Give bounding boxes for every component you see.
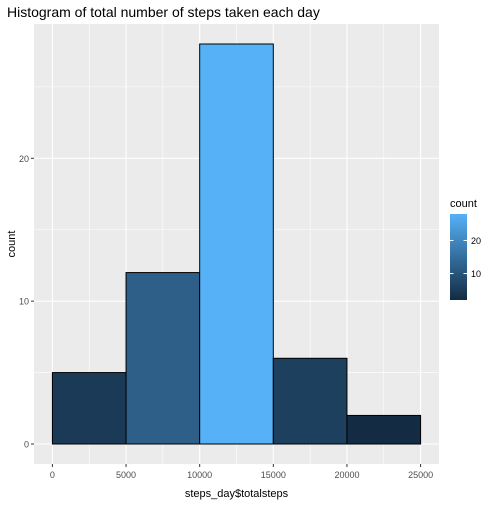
legend-colorbar <box>450 214 467 300</box>
legend-tick-label: 10 <box>471 269 481 279</box>
y-tick-label: 0 <box>24 440 29 450</box>
chart-title: Histogram of total number of steps taken… <box>7 4 320 20</box>
histogram-bars <box>51 43 422 445</box>
histogram-bar-2 <box>125 272 201 445</box>
x-tick-label: 25000 <box>408 470 433 480</box>
y-axis: 0 10 20 <box>19 154 34 450</box>
y-tick-label: 20 <box>19 154 29 164</box>
x-tick-label: 15000 <box>261 470 286 480</box>
histogram-bar-1 <box>51 372 127 445</box>
x-tick-label: 5000 <box>116 470 136 480</box>
histogram-bar-3 <box>199 43 274 445</box>
histogram-bar-4 <box>272 357 348 445</box>
legend-ticks: 10 20 <box>450 236 481 279</box>
legend-title: count <box>450 198 477 210</box>
legend-tick-label: 20 <box>471 236 481 246</box>
x-axis-label: steps_day$totalsteps <box>185 488 289 500</box>
x-tick-label: 0 <box>50 470 55 480</box>
y-tick-label: 10 <box>19 297 29 307</box>
y-axis-label: count <box>6 231 18 258</box>
color-legend: count 10 20 <box>450 198 481 300</box>
x-tick-label: 10000 <box>187 470 212 480</box>
histogram-bar-5 <box>346 414 422 445</box>
x-axis: 0 5000 10000 15000 20000 25000 <box>50 464 433 480</box>
x-tick-label: 20000 <box>334 470 359 480</box>
